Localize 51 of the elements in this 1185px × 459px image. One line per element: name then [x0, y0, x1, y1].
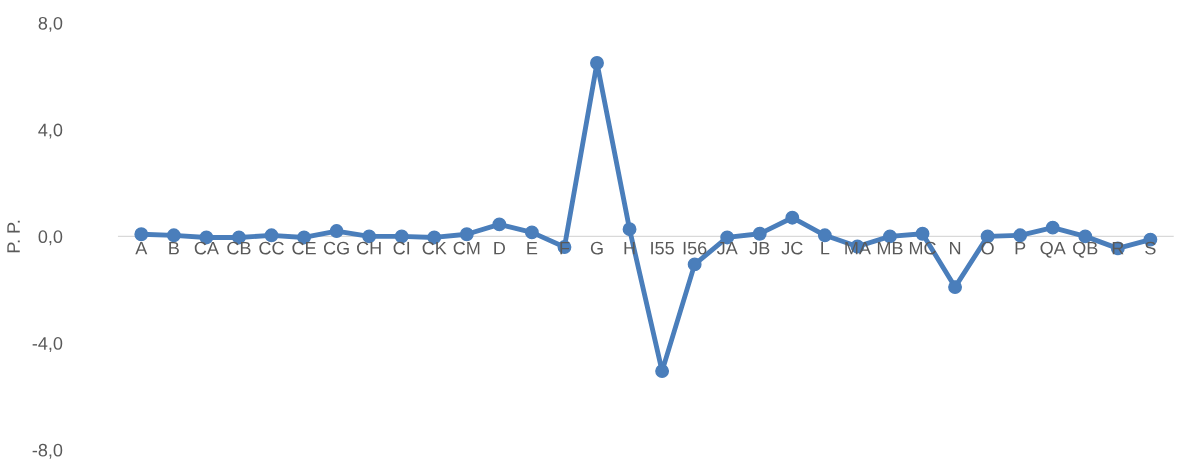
point [134, 227, 149, 242]
x-tick-label: B [169, 241, 179, 255]
point [785, 210, 800, 225]
point [948, 280, 963, 295]
point [524, 225, 539, 240]
x-tick-label: F [560, 241, 570, 255]
x-tick-label: P [1015, 241, 1026, 255]
point [655, 364, 670, 379]
x-tick-label: I56 [683, 241, 707, 255]
point [752, 226, 767, 241]
x-tick-label: I55 [651, 241, 674, 255]
x-tick-label: E [527, 241, 538, 255]
point [687, 257, 702, 272]
x-tick-label: MB [877, 241, 903, 255]
x-tick-label: QB [1073, 241, 1098, 258]
point [166, 228, 181, 243]
point [622, 222, 637, 237]
point [492, 217, 507, 232]
x-tick-label: N [950, 241, 961, 255]
x-tick-label: O [981, 241, 994, 255]
x-tick-label: CC [259, 241, 284, 255]
x-tick-label: JB [749, 241, 770, 255]
point [1045, 220, 1060, 235]
point [817, 228, 832, 243]
x-tick-label: CB [227, 241, 251, 255]
x-tick-label: JC [781, 241, 803, 255]
x-tick-label: CI [393, 241, 410, 255]
y-tick-label: -4,0 [32, 337, 63, 352]
y-tick-label: 8,0 [38, 16, 63, 32]
point [329, 224, 344, 238]
x-tick-label: CK [422, 241, 447, 255]
y-tick-label: 0,0 [38, 230, 63, 246]
x-tick-label: CA [194, 241, 219, 255]
x-tick-label: R [1112, 241, 1124, 255]
x-tick-label: QA [1040, 241, 1066, 258]
x-tick-label: CM [453, 241, 480, 255]
x-tick-label: L [821, 241, 830, 255]
x-tick-label: A [135, 241, 148, 255]
y-axis-title: P. P. [7, 220, 20, 253]
point [915, 226, 930, 241]
point [459, 227, 474, 242]
x-tick-label: CG [323, 241, 349, 255]
x-tick-label: G [590, 241, 603, 255]
x-tick-label: CH [357, 241, 381, 255]
x-tick-label: CE [292, 241, 316, 255]
y-tick-label: 4,0 [38, 123, 63, 139]
x-tick-label: D [494, 241, 505, 255]
x-tick-label: JA [716, 241, 738, 255]
point [1013, 228, 1028, 243]
y-tick-label: -8,0 [32, 443, 63, 459]
point [590, 56, 604, 70]
